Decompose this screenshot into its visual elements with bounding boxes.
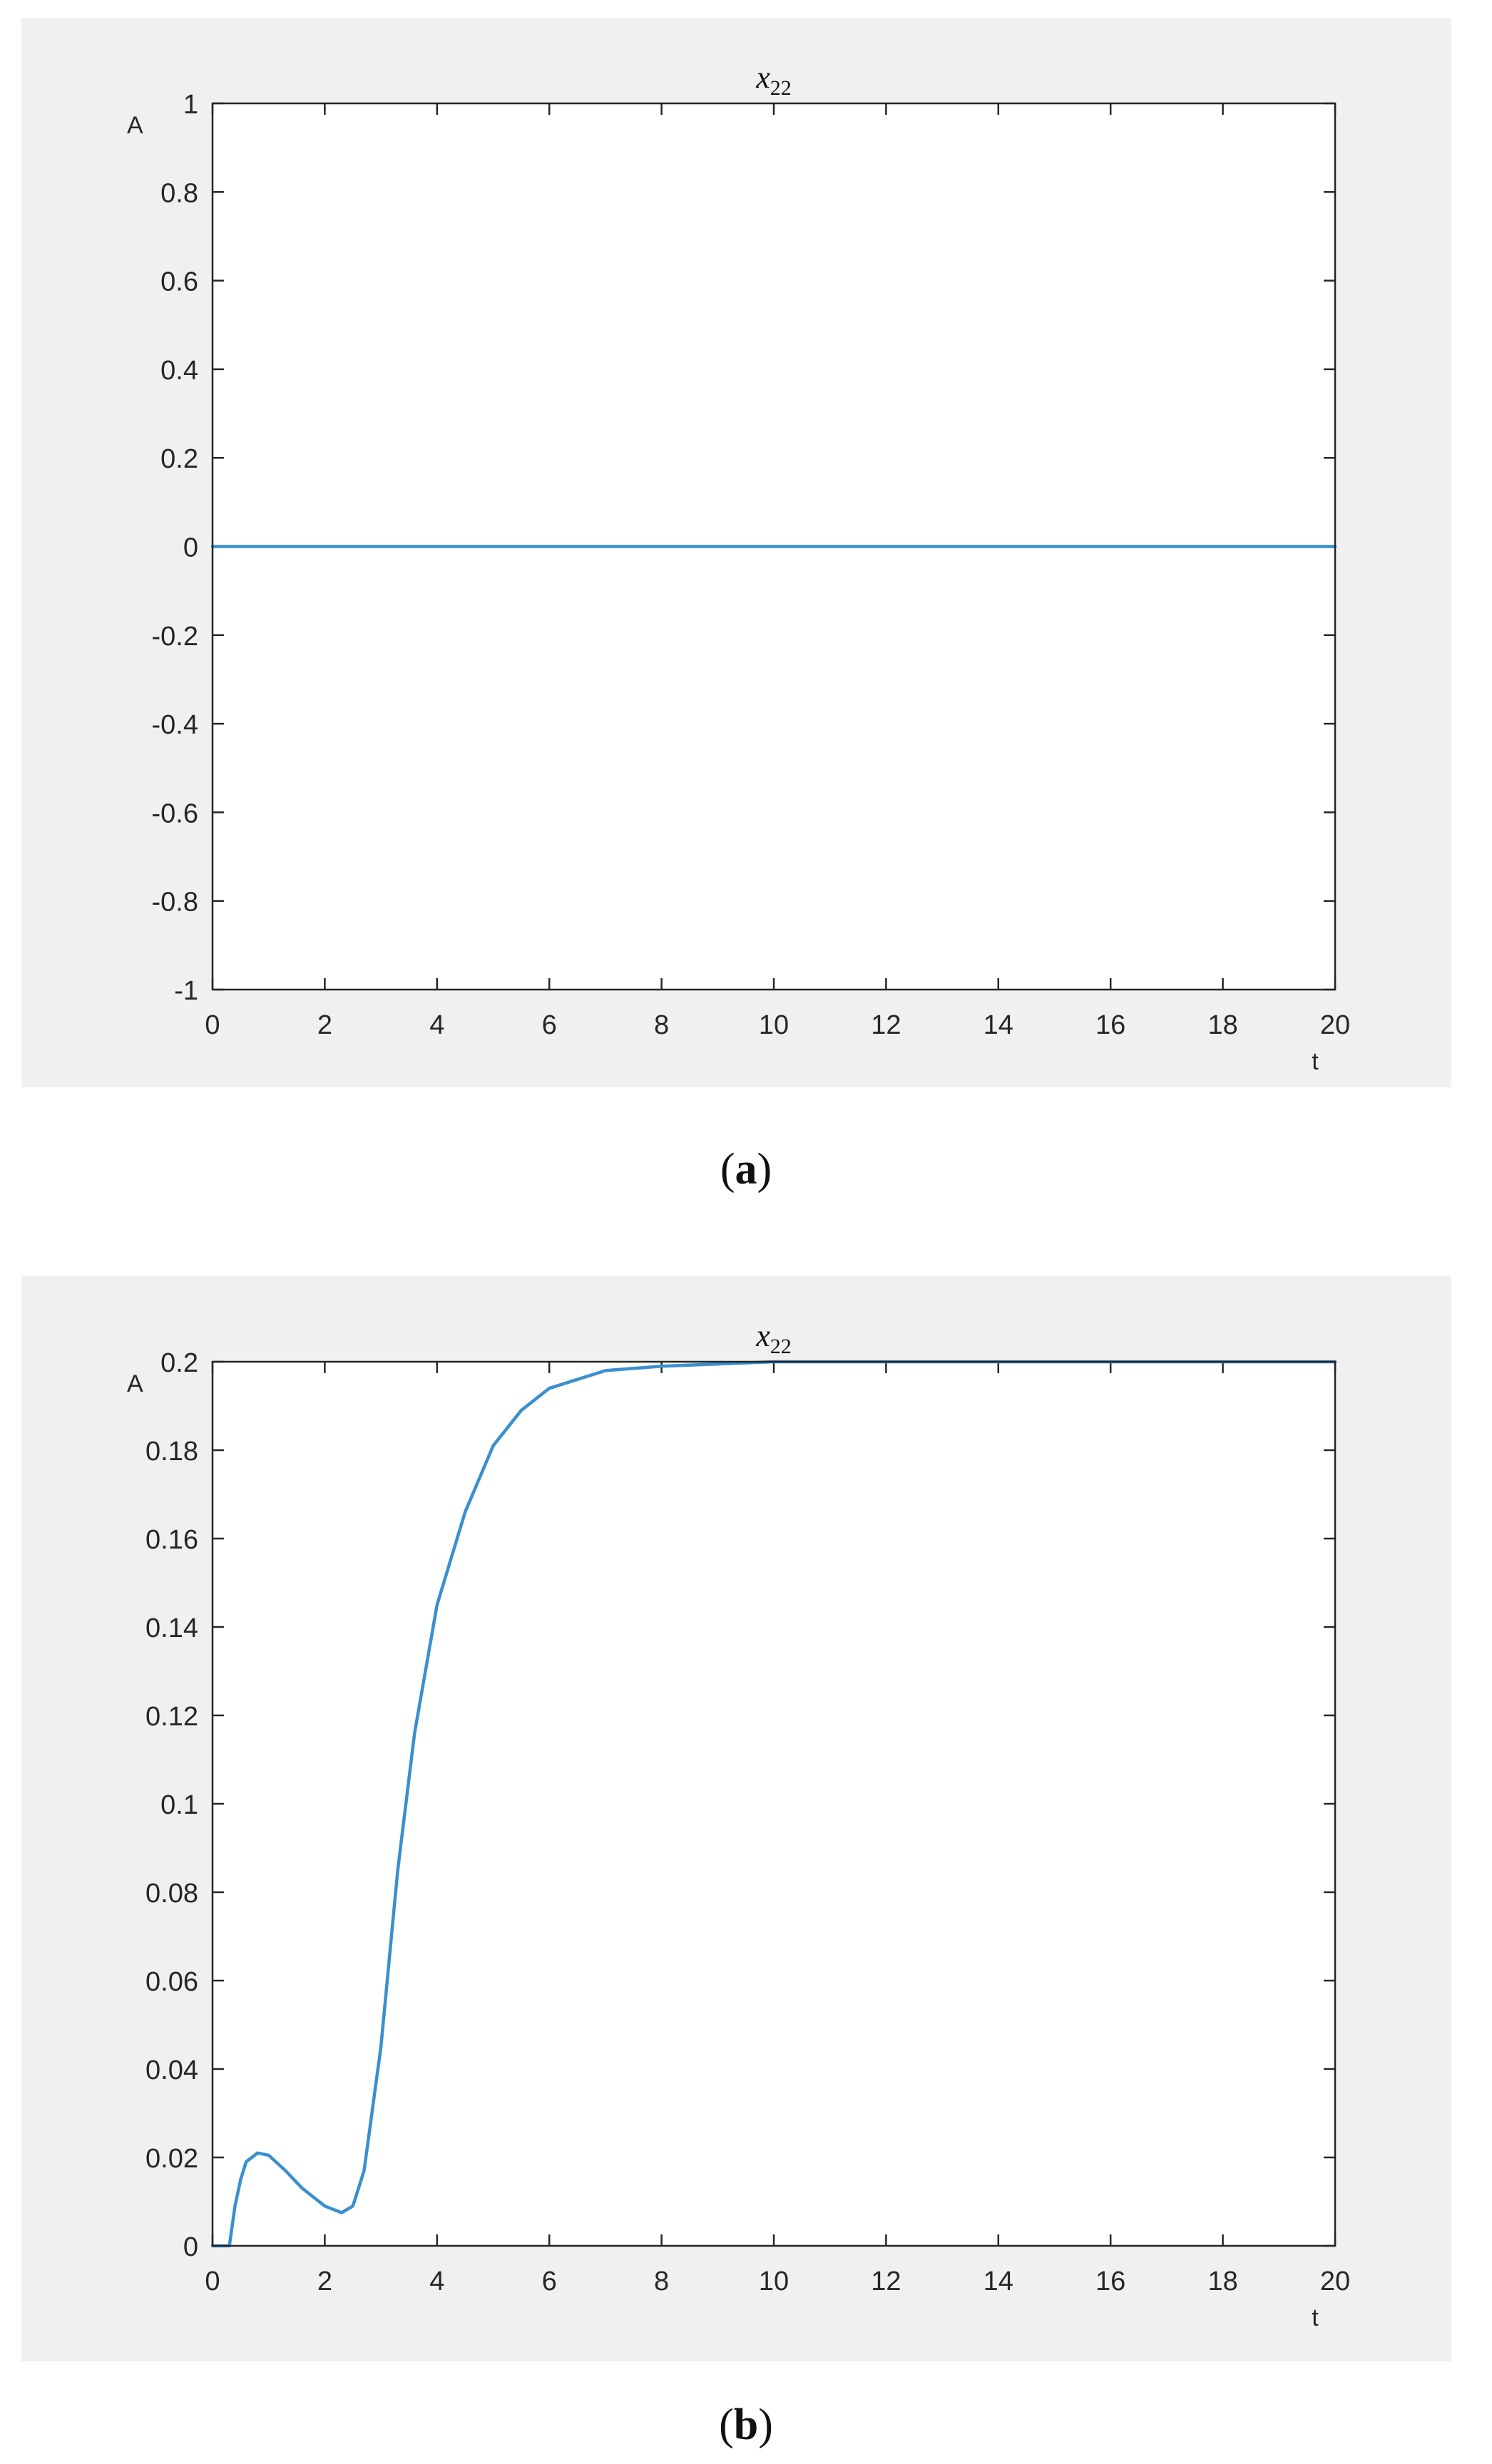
x-tick-label: 2 — [317, 1010, 332, 1040]
y-tick-label: 0.6 — [160, 267, 198, 297]
x-tick-label: 2 — [317, 2267, 332, 2296]
axes-box — [211, 1360, 1337, 2247]
caption-a: (a) — [720, 1145, 772, 1194]
y-tick-label: 0.14 — [145, 1613, 198, 1643]
panel-b: 0 2 4 6 8 10 12 14 16 18 20 0 0.02 0.04 0.06 0.08 0.1 0.1… — [21, 1276, 1451, 2361]
y-tick-label: 0.18 — [145, 1437, 198, 1467]
caption-b-letter: b — [733, 2401, 759, 2449]
y-tick-label: 0.06 — [145, 1967, 198, 1997]
y-tick-label: -0.6 — [152, 799, 198, 828]
series-line — [210, 1360, 1337, 2248]
y-tick-label: 0.08 — [145, 1879, 198, 1909]
x-tick-label: 14 — [983, 2267, 1013, 2296]
x-tick-label: 0 — [205, 2267, 220, 2296]
x-tick-label: 12 — [871, 2267, 901, 2296]
y-tick-label: 0 — [183, 2232, 198, 2262]
x-tick-label: 20 — [1320, 2267, 1350, 2296]
x-tick-label: 0 — [205, 1010, 220, 1040]
axes-box — [211, 102, 1337, 991]
x-tick-label: 4 — [429, 1010, 444, 1040]
x-axis-label: t — [1312, 2304, 1319, 2331]
y-tick-label: 0.8 — [160, 178, 198, 208]
caption-a-letter: a — [735, 1145, 757, 1194]
x-tick-label: 16 — [1095, 2267, 1125, 2296]
y-tick-label: 0.2 — [160, 1348, 198, 1378]
x-tick-label: 8 — [654, 2267, 669, 2296]
y-tick-label: 0 — [183, 533, 198, 563]
panel-a: 0 2 4 6 8 10 12 14 16 18 20 -1 -0.8 -0.6 -0.4 -0.2 0 0.2 0… — [21, 18, 1451, 1087]
y-tick-label: 0.12 — [145, 1702, 198, 1732]
x-tick-label: 10 — [759, 1010, 789, 1040]
y-tick-label: -0.8 — [152, 888, 198, 918]
y-tick-label: -1 — [174, 976, 198, 1006]
x-tick-label: 18 — [1207, 2267, 1237, 2296]
x-tick-label: 8 — [654, 1010, 669, 1040]
y-tick-label: -0.4 — [152, 710, 198, 740]
x-tick-label: 18 — [1207, 1010, 1237, 1040]
x-tick-label: 16 — [1095, 1010, 1125, 1040]
x-tick-label: 20 — [1320, 1010, 1350, 1040]
y-axis-label: A — [127, 112, 143, 139]
y-axis-label: A — [127, 1370, 143, 1397]
y-tick-label: 1 — [183, 90, 198, 120]
x-axis-label: t — [1312, 1048, 1319, 1075]
plot-area — [213, 1362, 1335, 2246]
y-tick-label: 0.2 — [160, 444, 198, 474]
y-tick-label: 0.02 — [145, 2144, 198, 2174]
x-tick-label: 12 — [871, 1010, 901, 1040]
y-tick-label: 0.1 — [160, 1790, 198, 1820]
y-tick-label: 0.4 — [160, 356, 198, 386]
x-tick-label: 4 — [429, 2267, 444, 2296]
chart-title: x22 — [755, 1318, 792, 1358]
y-tick-label: -0.2 — [152, 622, 198, 652]
x-tick-label: 14 — [983, 1010, 1013, 1040]
chart-title: x22 — [755, 60, 792, 100]
y-tick-label: 0.04 — [145, 2055, 198, 2085]
x-tick-label: 6 — [542, 2267, 557, 2296]
x-tick-label: 6 — [542, 1010, 557, 1040]
y-tick-label: 0.16 — [145, 1525, 198, 1555]
x-tick-label: 10 — [759, 2267, 789, 2296]
caption-b: (b) — [719, 2401, 773, 2449]
